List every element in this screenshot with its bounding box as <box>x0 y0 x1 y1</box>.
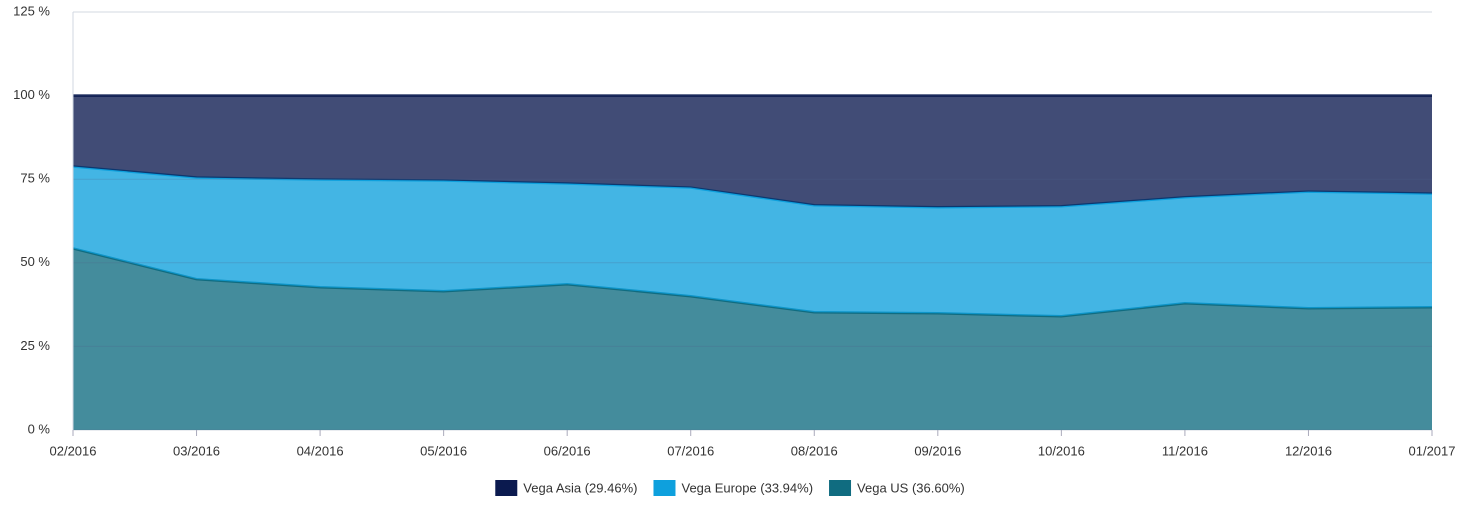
legend-item: Vega Europe (33.94%) <box>653 480 813 496</box>
y-tick-label: 25 % <box>20 338 50 353</box>
legend-label: Vega US (36.60%) <box>857 480 965 495</box>
x-tick-label: 10/2016 <box>1038 443 1085 458</box>
x-tick-label: 08/2016 <box>791 443 838 458</box>
x-tick-label: 06/2016 <box>544 443 591 458</box>
y-tick-label: 0 % <box>28 421 51 436</box>
x-tick-label: 01/2017 <box>1409 443 1456 458</box>
legend-swatch <box>829 480 852 496</box>
y-tick-label: 50 % <box>20 254 50 269</box>
area <box>73 95 1432 208</box>
x-tick-label: 07/2016 <box>667 443 714 458</box>
legend-item: Vega Asia (29.46%) <box>495 480 637 496</box>
y-tick-label: 125 % <box>13 3 50 18</box>
area <box>73 248 1432 430</box>
legend-label: Vega Asia (29.46%) <box>523 480 637 495</box>
x-tick-label: 04/2016 <box>297 443 344 458</box>
x-tick-label: 11/2016 <box>1162 443 1208 458</box>
x-tick-label: 09/2016 <box>914 443 961 458</box>
area <box>73 166 1432 317</box>
legend-label: Vega Europe (33.94%) <box>681 480 813 495</box>
x-tick-label: 02/2016 <box>50 443 97 458</box>
x-tick-label: 05/2016 <box>420 443 467 458</box>
y-tick-label: 100 % <box>13 87 50 102</box>
y-tick-label: 75 % <box>20 171 50 186</box>
legend: Vega Asia (29.46%) Vega Europe (33.94%) Ve… <box>495 480 965 496</box>
legend-swatch <box>653 480 676 496</box>
legend-item: Vega US (36.60%) <box>829 480 965 496</box>
x-tick-label: 12/2016 <box>1285 443 1332 458</box>
x-tick-label: 03/2016 <box>173 443 220 458</box>
legend-swatch <box>495 480 518 496</box>
